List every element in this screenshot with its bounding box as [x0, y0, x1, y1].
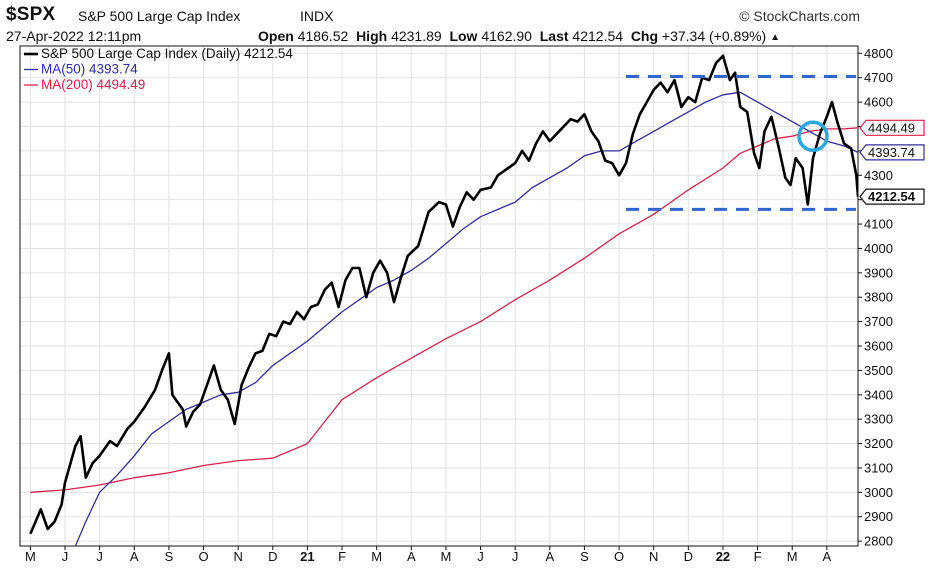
- y-tick-label: 2800: [864, 534, 893, 549]
- x-tick-label: J: [477, 549, 484, 564]
- last-value-label-price: 4212.54: [868, 189, 916, 204]
- y-tick-label: 3700: [864, 314, 893, 329]
- y-tick-label: 3300: [864, 412, 893, 427]
- brand-logo[interactable]: © StockCharts.com: [739, 8, 860, 24]
- quote-summary: Open 4186.52 High 4231.89 Low 4162.90 La…: [258, 28, 780, 44]
- x-tick-label: F: [754, 549, 762, 564]
- y-tick-label: 3100: [864, 460, 893, 475]
- up-arrow-icon: ▲: [770, 32, 781, 43]
- x-tick-label: J: [96, 549, 103, 564]
- y-tick-label: 2900: [864, 509, 893, 524]
- change-value: +37.34 (+0.89%): [661, 28, 767, 44]
- x-tick-label: 22: [716, 549, 730, 564]
- y-tick-label: 3200: [864, 436, 893, 451]
- chart-symbol: $SPX: [6, 4, 56, 25]
- last-value-label-ma50: 4393.74: [868, 145, 915, 160]
- y-tick-label: 3800: [864, 290, 893, 305]
- x-tick-label: A: [130, 549, 139, 564]
- index-name: S&P 500 Large Cap Index: [78, 8, 241, 24]
- x-tick-label: S: [580, 549, 589, 564]
- y-tick-label: 3000: [864, 485, 893, 500]
- last-value-tag-price: [859, 188, 925, 205]
- x-tick-label: D: [684, 549, 693, 564]
- low-label: Low: [449, 28, 478, 44]
- y-tick-label: 4700: [864, 70, 893, 85]
- high-value: 4231.89: [391, 28, 442, 44]
- open-value: 4186.52: [297, 28, 349, 44]
- series-line-ma200: [30, 127, 858, 493]
- x-tick-label: M: [787, 549, 798, 564]
- x-tick-label: O: [614, 549, 624, 564]
- x-tick-label: D: [268, 549, 277, 564]
- x-tick-label: O: [198, 549, 208, 564]
- plot-border: [19, 45, 859, 547]
- y-tick-label: 4600: [864, 95, 893, 110]
- series-line-ma50: [74, 91, 858, 546]
- y-tick-label: 3400: [864, 387, 893, 402]
- x-tick-label: N: [233, 549, 242, 564]
- x-tick-label: 21: [300, 549, 314, 564]
- legend-entry-ma200: MA(200) 4494.49: [41, 77, 145, 92]
- legend-entry-ma50: MA(50) 4393.74: [41, 62, 138, 77]
- y-tick-label: 4100: [864, 217, 893, 232]
- low-value: 4162.90: [481, 28, 532, 44]
- last-value: 4212.54: [572, 28, 624, 44]
- x-tick-label: M: [25, 549, 36, 564]
- x-tick-label: F: [338, 549, 346, 564]
- x-tick-label: A: [407, 549, 416, 564]
- quote-date: 27-Apr-2022 12:11pm: [6, 28, 142, 44]
- last-value-tag-ma200: [859, 119, 925, 136]
- y-tick-label: 3600: [864, 339, 893, 354]
- change-label: Chg: [630, 28, 659, 44]
- crossover-circle: [797, 120, 829, 152]
- last-value-tag-ma50: [859, 144, 925, 161]
- y-tick-label: 3900: [864, 265, 893, 280]
- open-label: Open: [258, 28, 294, 44]
- y-tick-label: 3500: [864, 363, 893, 378]
- exchange-label: INDX: [300, 8, 334, 24]
- x-tick-label: J: [512, 549, 519, 564]
- high-label: High: [356, 28, 388, 44]
- last-label: Last: [539, 28, 569, 44]
- x-tick-label: M: [371, 549, 382, 564]
- y-tick-label: 4000: [864, 241, 893, 256]
- y-tick-label: 4300: [864, 168, 893, 183]
- x-tick-label: N: [649, 549, 658, 564]
- x-tick-label: A: [545, 549, 554, 564]
- x-tick-label: J: [62, 549, 69, 564]
- legend-entry-price: S&P 500 Large Cap Index (Daily) 4212.54: [41, 46, 293, 61]
- x-tick-label: M: [441, 549, 452, 564]
- x-tick-label: S: [165, 549, 174, 564]
- last-value-label-ma200: 4494.49: [868, 120, 915, 135]
- series-line-price: [29, 54, 858, 535]
- x-tick-label: A: [822, 549, 831, 564]
- y-tick-label: 4800: [864, 46, 893, 61]
